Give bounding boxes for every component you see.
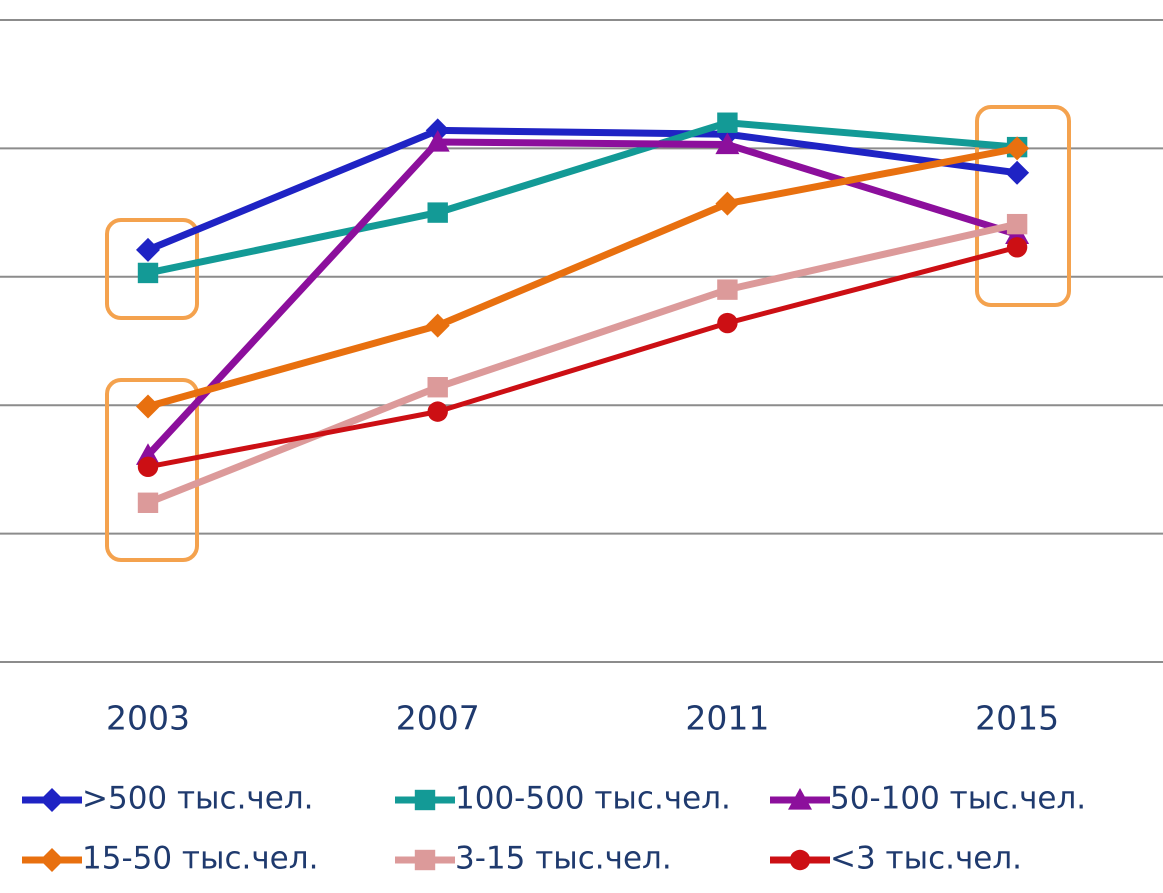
marker: [427, 377, 448, 398]
legend-label: <3 тыс.чел.: [830, 841, 1022, 877]
marker: [427, 202, 448, 223]
marker: [137, 262, 159, 284]
marker: [715, 132, 740, 155]
series-line: [147, 119, 1018, 277]
series-line: [146, 126, 1018, 254]
marker: [1006, 237, 1028, 258]
x-tick-label: 2007: [396, 699, 480, 738]
marker: [425, 129, 450, 152]
legend-label: 15-50 тыс.чел.: [82, 841, 318, 877]
marker: [427, 401, 448, 422]
marker: [40, 788, 64, 812]
series-line: [147, 244, 1018, 470]
marker: [1005, 136, 1030, 161]
marker: [715, 191, 740, 216]
highlight-box: [975, 105, 1071, 307]
series-line: [145, 138, 1019, 458]
x-tick-label: 2015: [975, 699, 1059, 738]
highlight-box: [105, 218, 199, 320]
marker: [137, 456, 159, 478]
marker: [425, 313, 450, 338]
marker: [717, 312, 738, 334]
marker: [40, 848, 64, 872]
marker: [414, 789, 436, 811]
marker: [717, 279, 738, 300]
legend-label: 100-500 тыс.чел.: [455, 781, 731, 817]
marker: [788, 788, 812, 810]
legend-label: >500 тыс.чел.: [82, 781, 314, 817]
marker: [789, 849, 811, 871]
marker: [137, 492, 159, 513]
legend-label: 3-15 тыс.чел.: [455, 841, 672, 877]
highlight-box: [105, 378, 199, 562]
marker: [1006, 213, 1028, 235]
series-line: [146, 220, 1018, 507]
marker: [136, 394, 160, 419]
highlight-boxes: [105, 105, 1071, 562]
marker: [414, 849, 436, 871]
series-line: [147, 144, 1018, 410]
marker: [136, 237, 160, 262]
marker: [717, 112, 738, 133]
marker: [1005, 160, 1030, 185]
x-tick-label: 2011: [685, 699, 769, 738]
x-tick-label: 2003: [106, 699, 190, 738]
legend-label: 50-100 тыс.чел.: [830, 781, 1086, 817]
